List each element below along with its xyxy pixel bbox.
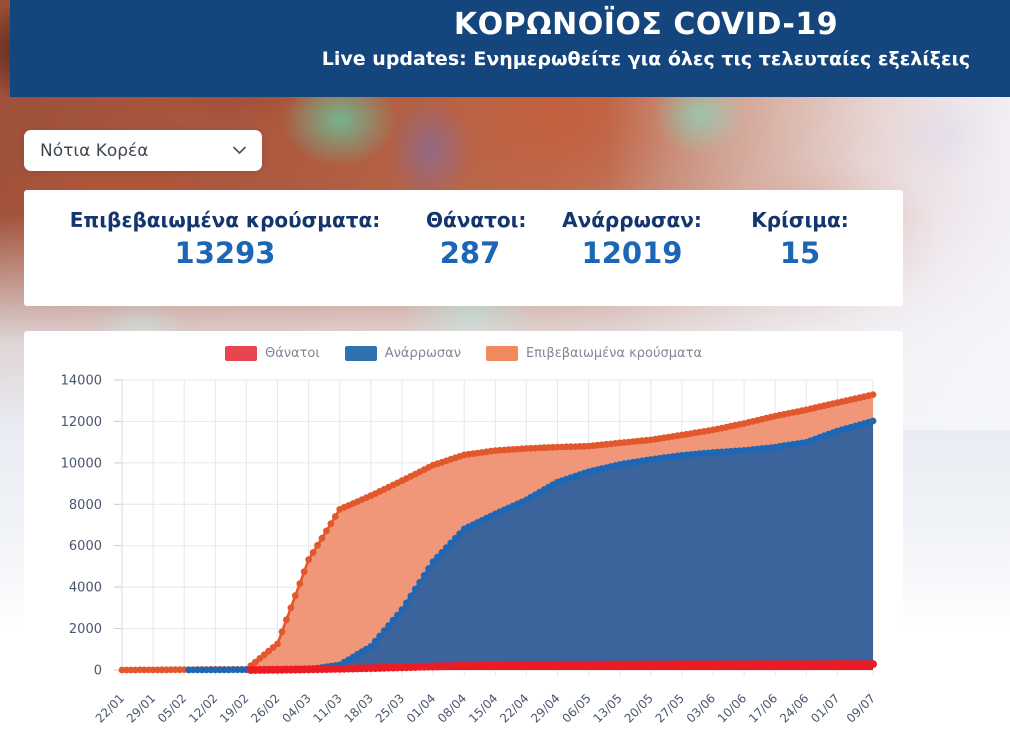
- legend-swatch-recovered: [344, 346, 377, 361]
- svg-text:25/03: 25/03: [373, 691, 407, 725]
- svg-text:17/06: 17/06: [746, 691, 780, 725]
- svg-text:12/02: 12/02: [186, 691, 220, 725]
- legend-item-recovered[interactable]: Ανάρρωσαν: [344, 346, 461, 361]
- svg-text:14000: 14000: [61, 374, 102, 389]
- svg-text:01/07: 01/07: [808, 691, 842, 725]
- svg-text:04/03: 04/03: [279, 691, 313, 725]
- stat-label: Ανάρρωσαν:: [562, 208, 702, 232]
- svg-text:09/07: 09/07: [844, 691, 878, 725]
- svg-text:12000: 12000: [61, 415, 102, 430]
- stat-item-confirmed: Επιβεβαιωμένα κρούσματα: 13293: [24, 208, 426, 306]
- stat-value: 287: [439, 236, 501, 270]
- svg-text:6000: 6000: [69, 539, 102, 554]
- page-title: ΚΟΡΩΝΟΪΟΣ COVID-19: [453, 7, 839, 42]
- svg-text:29/04: 29/04: [528, 691, 562, 725]
- svg-text:05/02: 05/02: [155, 691, 189, 725]
- country-select[interactable]: Νότια Κορέα: [24, 130, 262, 171]
- legend-swatch-confirmed: [485, 346, 518, 361]
- stats-card: Επιβεβαιωμένα κρούσματα: 13293 Θάνατοι: …: [24, 190, 903, 306]
- svg-text:20/05: 20/05: [622, 691, 656, 725]
- legend-item-confirmed[interactable]: Επιβεβαιωμένα κρούσματα: [485, 346, 703, 361]
- svg-text:10/06: 10/06: [715, 691, 749, 725]
- stat-label: Θάνατοι:: [426, 208, 527, 232]
- stat-value: 12019: [581, 236, 683, 270]
- svg-text:8000: 8000: [69, 498, 102, 513]
- stat-value: 15: [779, 236, 821, 270]
- svg-text:15/04: 15/04: [466, 691, 500, 725]
- header-banner: ΚΟΡΩΝΟΪΟΣ COVID-19 Live updates: Ενημερω…: [10, 0, 1010, 97]
- chart-legend: Θάνατοι Ανάρρωσαν Επιβεβαιωμένα κρούσματ…: [24, 346, 903, 361]
- stat-label: Επιβεβαιωμένα κρούσματα:: [69, 208, 381, 232]
- stat-item-recovered: Ανάρρωσαν: 12019: [514, 208, 750, 306]
- svg-text:19/02: 19/02: [217, 691, 251, 725]
- legend-label: Επιβεβαιωμένα κρούσματα: [525, 346, 703, 361]
- svg-text:11/03: 11/03: [310, 691, 344, 725]
- svg-text:29/01: 29/01: [124, 691, 158, 725]
- chevron-down-icon: [233, 146, 246, 155]
- legend-item-deaths[interactable]: Θάνατοι: [224, 346, 320, 361]
- page-subtitle: Live updates: Ενημερωθείτε για όλες τις …: [321, 48, 971, 70]
- svg-text:10000: 10000: [61, 456, 102, 471]
- svg-text:13/05: 13/05: [590, 691, 624, 725]
- svg-text:06/05: 06/05: [559, 691, 593, 725]
- svg-text:2000: 2000: [69, 622, 102, 637]
- stat-value: 13293: [174, 236, 276, 270]
- covid-area-chart: 0200040006000800010000120001400022/0129/…: [61, 374, 878, 726]
- stat-label: Κρίσιμα:: [751, 208, 849, 232]
- svg-text:0: 0: [94, 664, 102, 679]
- country-select-value: Νότια Κορέα: [40, 140, 149, 161]
- legend-label: Ανάρρωσαν: [384, 346, 461, 361]
- svg-text:27/05: 27/05: [653, 691, 687, 725]
- svg-text:03/06: 03/06: [684, 691, 718, 725]
- chart-card: Θάνατοι Ανάρρωσαν Επιβεβαιωμένα κρούσματ…: [24, 331, 903, 746]
- legend-label: Θάνατοι: [264, 346, 320, 361]
- stat-item-deaths: Θάνατοι: 287: [426, 208, 527, 306]
- svg-text:22/01: 22/01: [93, 691, 127, 725]
- legend-swatch-deaths: [224, 346, 257, 361]
- svg-text:18/03: 18/03: [342, 691, 376, 725]
- svg-text:26/02: 26/02: [248, 691, 282, 725]
- svg-text:24/06: 24/06: [777, 691, 811, 725]
- stat-item-critical: Κρίσιμα: 15: [750, 208, 850, 306]
- svg-text:4000: 4000: [69, 581, 102, 596]
- svg-text:08/04: 08/04: [435, 691, 469, 725]
- svg-text:22/04: 22/04: [497, 691, 531, 725]
- svg-text:01/04: 01/04: [404, 691, 438, 725]
